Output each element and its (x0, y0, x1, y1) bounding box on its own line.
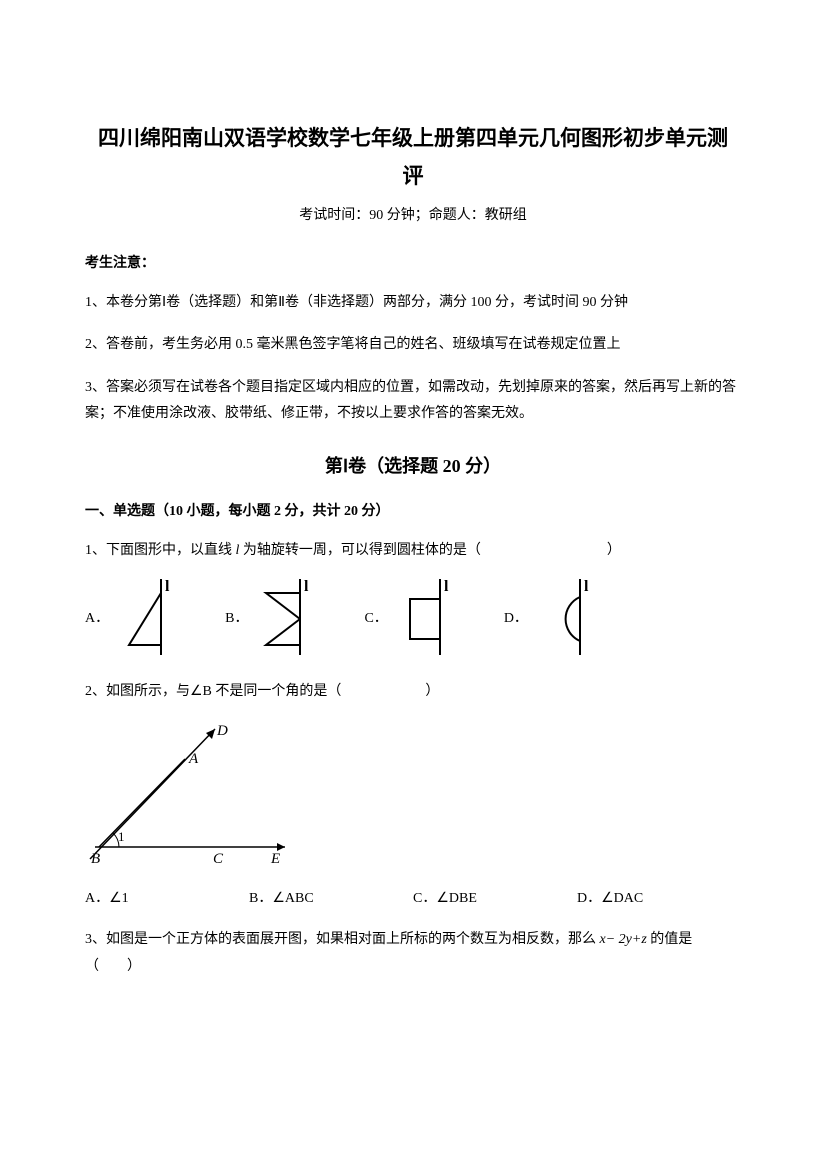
doc-title: 四川绵阳南山双语学校数学七年级上册第四单元几何图形初步单元测 评 (85, 120, 741, 196)
q2-option-b: B．∠ABC (249, 887, 413, 907)
q1-opt-b-label: B． (225, 607, 248, 627)
title-line2: 评 (403, 164, 424, 188)
q2-label-d: D (216, 723, 228, 739)
q1-fig-c-icon: l (396, 579, 456, 655)
q1-fig-a-l: l (165, 579, 170, 595)
q1-fig-d-icon: l (536, 579, 596, 655)
q3-expr: x− 2y+z (600, 932, 647, 947)
q2-label-a: A (188, 751, 199, 767)
question-1: 1、下面图形中，以直线 l 为轴旋转一周，可以得到圆柱体的是（ ） (85, 538, 741, 565)
q2-opt-a-val: ∠1 (109, 891, 129, 906)
q2-option-d: D．∠DAC (577, 887, 741, 907)
q2-option-c: C．∠DBE (413, 887, 577, 907)
q2-label-1: 1 (118, 829, 125, 844)
q2-opt-a-label: A． (85, 891, 109, 906)
q2-opt-b-label: B． (249, 891, 272, 906)
q1-fig-b-l: l (304, 579, 309, 595)
page: 四川绵阳南山双语学校数学七年级上册第四单元几何图形初步单元测 评 考试时间：90… (0, 0, 826, 1169)
q2-opt-d-label: D． (577, 891, 601, 906)
q1-opt-a-label: A． (85, 607, 109, 627)
q1-text-pre: 1、下面图形中，以直线 (85, 543, 236, 558)
notice-3: 3、答案必须写在试卷各个题目指定区域内相应的位置，如需改动，先划掉原来的答案，然… (85, 375, 741, 428)
q2-text-post: 不是同一个角的是（ ） (212, 684, 440, 699)
section-1-head: 第Ⅰ卷（选择题 20 分） (85, 452, 741, 478)
q1-fig-b-icon: l (256, 579, 316, 655)
q1-option-a: A． l (85, 579, 177, 655)
q1-fig-d-l: l (584, 579, 589, 595)
q1-option-d: D． l (504, 579, 596, 655)
notice-heading: 考生注意： (85, 252, 741, 272)
q2-opt-c-label: C． (413, 891, 436, 906)
q1-option-b: B． l (225, 579, 316, 655)
q1-opt-c-label: C． (364, 607, 387, 627)
q2-label-e: E (270, 851, 280, 867)
q2-option-a: A．∠1 (85, 887, 249, 907)
q1-fig-a-icon: l (117, 579, 177, 655)
part-a-head: 一、单选题（10 小题，每小题 2 分，共计 20 分） (85, 500, 741, 520)
notice-1: 1、本卷分第Ⅰ卷（选择题）和第Ⅱ卷（非选择题）两部分，满分 100 分，考试时间… (85, 290, 741, 317)
q2-opt-d-val: ∠DAC (601, 891, 643, 906)
q1-option-c: C． l (364, 579, 455, 655)
q2-figure: D A B C E 1 (85, 719, 305, 869)
title-line1: 四川绵阳南山双语学校数学七年级上册第四单元几何图形初步单元测 (98, 126, 728, 150)
q1-opt-d-label: D． (504, 607, 528, 627)
q2-opt-b-val: ∠ABC (272, 891, 313, 906)
q2-options: A．∠1 B．∠ABC C．∠DBE D．∠DAC (85, 887, 741, 907)
q1-options: A． l B． l C． l D． (85, 579, 741, 655)
q2-label-c: C (213, 851, 224, 867)
q1-fig-c-l: l (444, 579, 449, 595)
q2-angle-b: ∠B (190, 684, 212, 699)
q2-opt-c-val: ∠DBE (436, 891, 477, 906)
question-3: 3、如图是一个正方体的表面展开图，如果相对面上所标的两个数互为相反数，那么 x−… (85, 927, 741, 980)
notice-2: 2、答卷前，考生务必用 0.5 毫米黑色签字笔将自己的姓名、班级填写在试卷规定位… (85, 332, 741, 359)
q1-text-post: 为轴旋转一周，可以得到圆柱体的是（ ） (239, 543, 621, 558)
q2-label-b: B (91, 851, 100, 867)
subtitle: 考试时间：90 分钟；命题人：教研组 (85, 204, 741, 224)
q3-text-pre: 3、如图是一个正方体的表面展开图，如果相对面上所标的两个数互为相反数，那么 (85, 932, 600, 947)
q2-text-pre: 2、如图所示，与 (85, 684, 190, 699)
question-2: 2、如图所示，与∠B 不是同一个角的是（ ） (85, 679, 741, 706)
